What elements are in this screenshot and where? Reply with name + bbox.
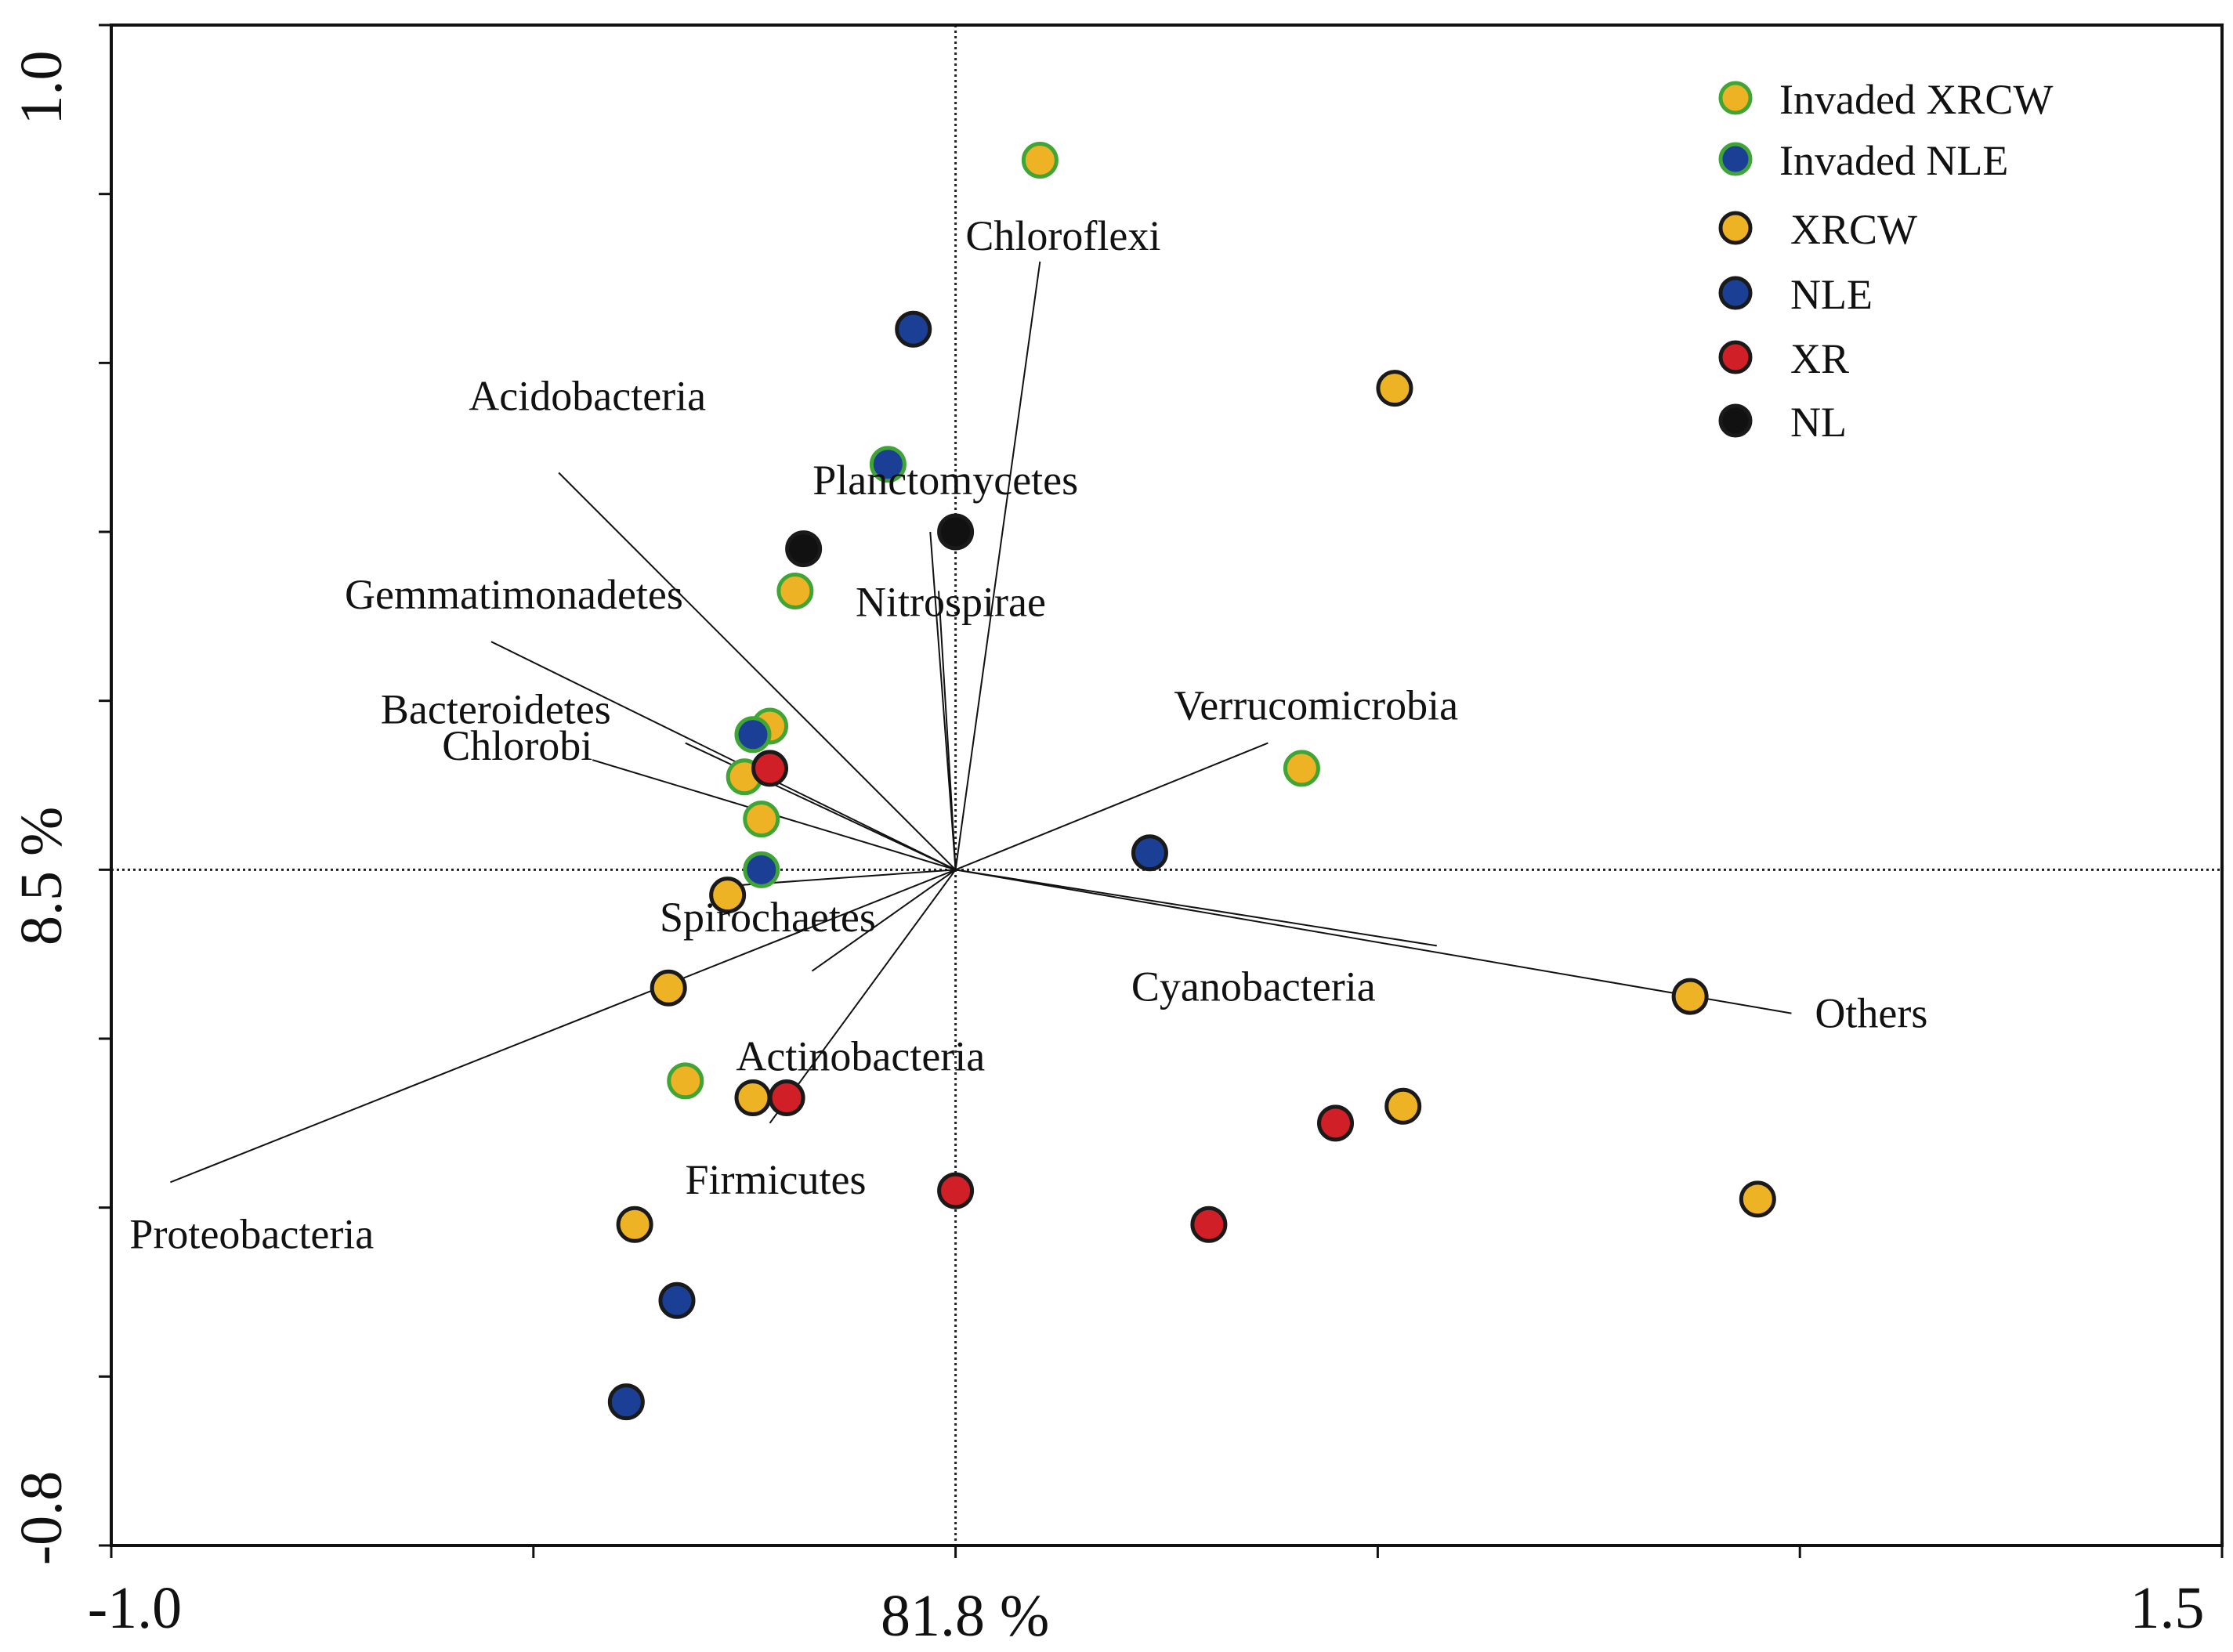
vector-actinobacteria xyxy=(811,869,957,972)
vector-label-acidobacteria: Acidobacteria xyxy=(469,373,706,420)
point-nl xyxy=(785,530,823,568)
vector-label-nitrospirae: Nitrospirae xyxy=(856,578,1046,625)
legend: Invaded XRCW Invaded NLE XRCW NLE XR NL xyxy=(1718,76,2053,446)
legend-marker-nl xyxy=(1718,403,1753,438)
sample-points xyxy=(607,142,1776,1421)
point-invaded-nle xyxy=(734,716,772,754)
legend-label-invaded-nle: Invaded NLE xyxy=(1779,137,2008,184)
vector-label-verrucomicrobia: Verrucomicrobia xyxy=(1174,682,1458,729)
point-xr xyxy=(1190,1206,1228,1243)
legend-marker-invaded-nle xyxy=(1718,142,1753,176)
vector-cyanobacteria xyxy=(955,869,1437,947)
reference-lines xyxy=(111,25,2222,1545)
point-xrcw xyxy=(709,877,747,914)
point-xr xyxy=(768,1079,805,1116)
vector-label-others: Others xyxy=(1815,990,1927,1037)
point-invaded-xrcw xyxy=(1283,750,1320,787)
vector-acidobacteria xyxy=(558,472,957,871)
vector-label-chlorobi: Chlorobi xyxy=(442,722,592,769)
legend-label-nl: NL xyxy=(1790,399,1847,446)
point-invaded-nle xyxy=(869,446,907,483)
vector-planctomycetes xyxy=(929,531,957,870)
point-nle xyxy=(1131,834,1168,872)
vector-labels: Chloroflexi Acidobacteria Planctomycetes Ni… xyxy=(129,212,1927,1257)
legend-label-invaded-xrcw: Invaded XRCW xyxy=(1779,76,2053,123)
vector-proteobacteria xyxy=(170,869,956,1184)
vector-label-actinobacteria: Actinobacteria xyxy=(736,1033,985,1080)
legend-label-nle: NLE xyxy=(1790,271,1873,318)
x-axis-max-label: 1.5 xyxy=(2130,1575,2205,1641)
point-invaded-xrcw xyxy=(667,1062,704,1100)
legend-marker-xrcw xyxy=(1718,211,1753,245)
vector-label-firmicutes: Firmicutes xyxy=(686,1156,867,1203)
point-invaded-xrcw xyxy=(1021,142,1059,179)
vector-gemmatimonadetes xyxy=(490,641,957,871)
point-xrcw xyxy=(616,1206,653,1243)
vector-others xyxy=(955,869,1792,1014)
vector-nitrospirae xyxy=(938,591,957,870)
point-invaded-xrcw xyxy=(776,572,814,609)
legend-marker-nle xyxy=(1718,276,1753,310)
y-axis-min-label: -0.8 xyxy=(9,1471,74,1565)
vector-firmicutes xyxy=(769,869,957,1124)
point-xrcw xyxy=(1739,1180,1776,1218)
axis-ticks xyxy=(99,23,2224,1558)
legend-label-xrcw: XRCW xyxy=(1790,206,1917,253)
vector-bacteroidetes xyxy=(685,742,957,871)
point-nle xyxy=(607,1383,645,1421)
legend-marker-xr xyxy=(1718,340,1753,374)
x-axis-min-label: -1.0 xyxy=(88,1575,182,1641)
y-axis-variance-label: 8.5 % xyxy=(9,807,74,945)
point-xrcw xyxy=(1384,1087,1422,1125)
point-xr xyxy=(937,1172,975,1209)
vector-label-planctomycetes: Planctomycetes xyxy=(812,457,1078,504)
y-axis-max-label: 1.0 xyxy=(9,51,74,125)
legend-marker-invaded-xrcw xyxy=(1718,81,1753,115)
point-xr xyxy=(1317,1104,1355,1142)
vector-label-spirochaetes: Spirochaetes xyxy=(660,894,876,941)
point-nl xyxy=(937,513,975,551)
point-invaded-xrcw xyxy=(743,801,780,838)
legend-label-xr: XR xyxy=(1790,335,1849,382)
point-xrcw xyxy=(1671,978,1709,1015)
point-xrcw xyxy=(650,969,687,1007)
point-xrcw xyxy=(734,1079,772,1116)
vector-chloroflexi xyxy=(954,261,1041,870)
vector-verrucomicrobia xyxy=(955,742,1269,871)
vector-label-cyanobacteria: Cyanobacteria xyxy=(1131,963,1376,1010)
vector-label-proteobacteria: Proteobacteria xyxy=(129,1210,374,1257)
point-invaded-nle xyxy=(743,851,780,888)
point-xrcw xyxy=(1376,370,1413,407)
vector-label-bacteroidetes: Bacteroidetes xyxy=(381,686,611,733)
axes: -1.0 81.8 % 1.5 -0.8 8.5 % 1.0 xyxy=(9,23,2224,1649)
vector-label-chloroflexi: Chloroflexi xyxy=(965,212,1160,259)
point-nle xyxy=(895,310,932,348)
point-xr xyxy=(751,750,789,787)
point-nle xyxy=(658,1281,696,1319)
vector-label-gemmatimonadetes: Gemmatimonadetes xyxy=(345,571,683,618)
plot-frame xyxy=(110,23,2224,1547)
x-axis-variance-label: 81.8 % xyxy=(881,1583,1049,1649)
